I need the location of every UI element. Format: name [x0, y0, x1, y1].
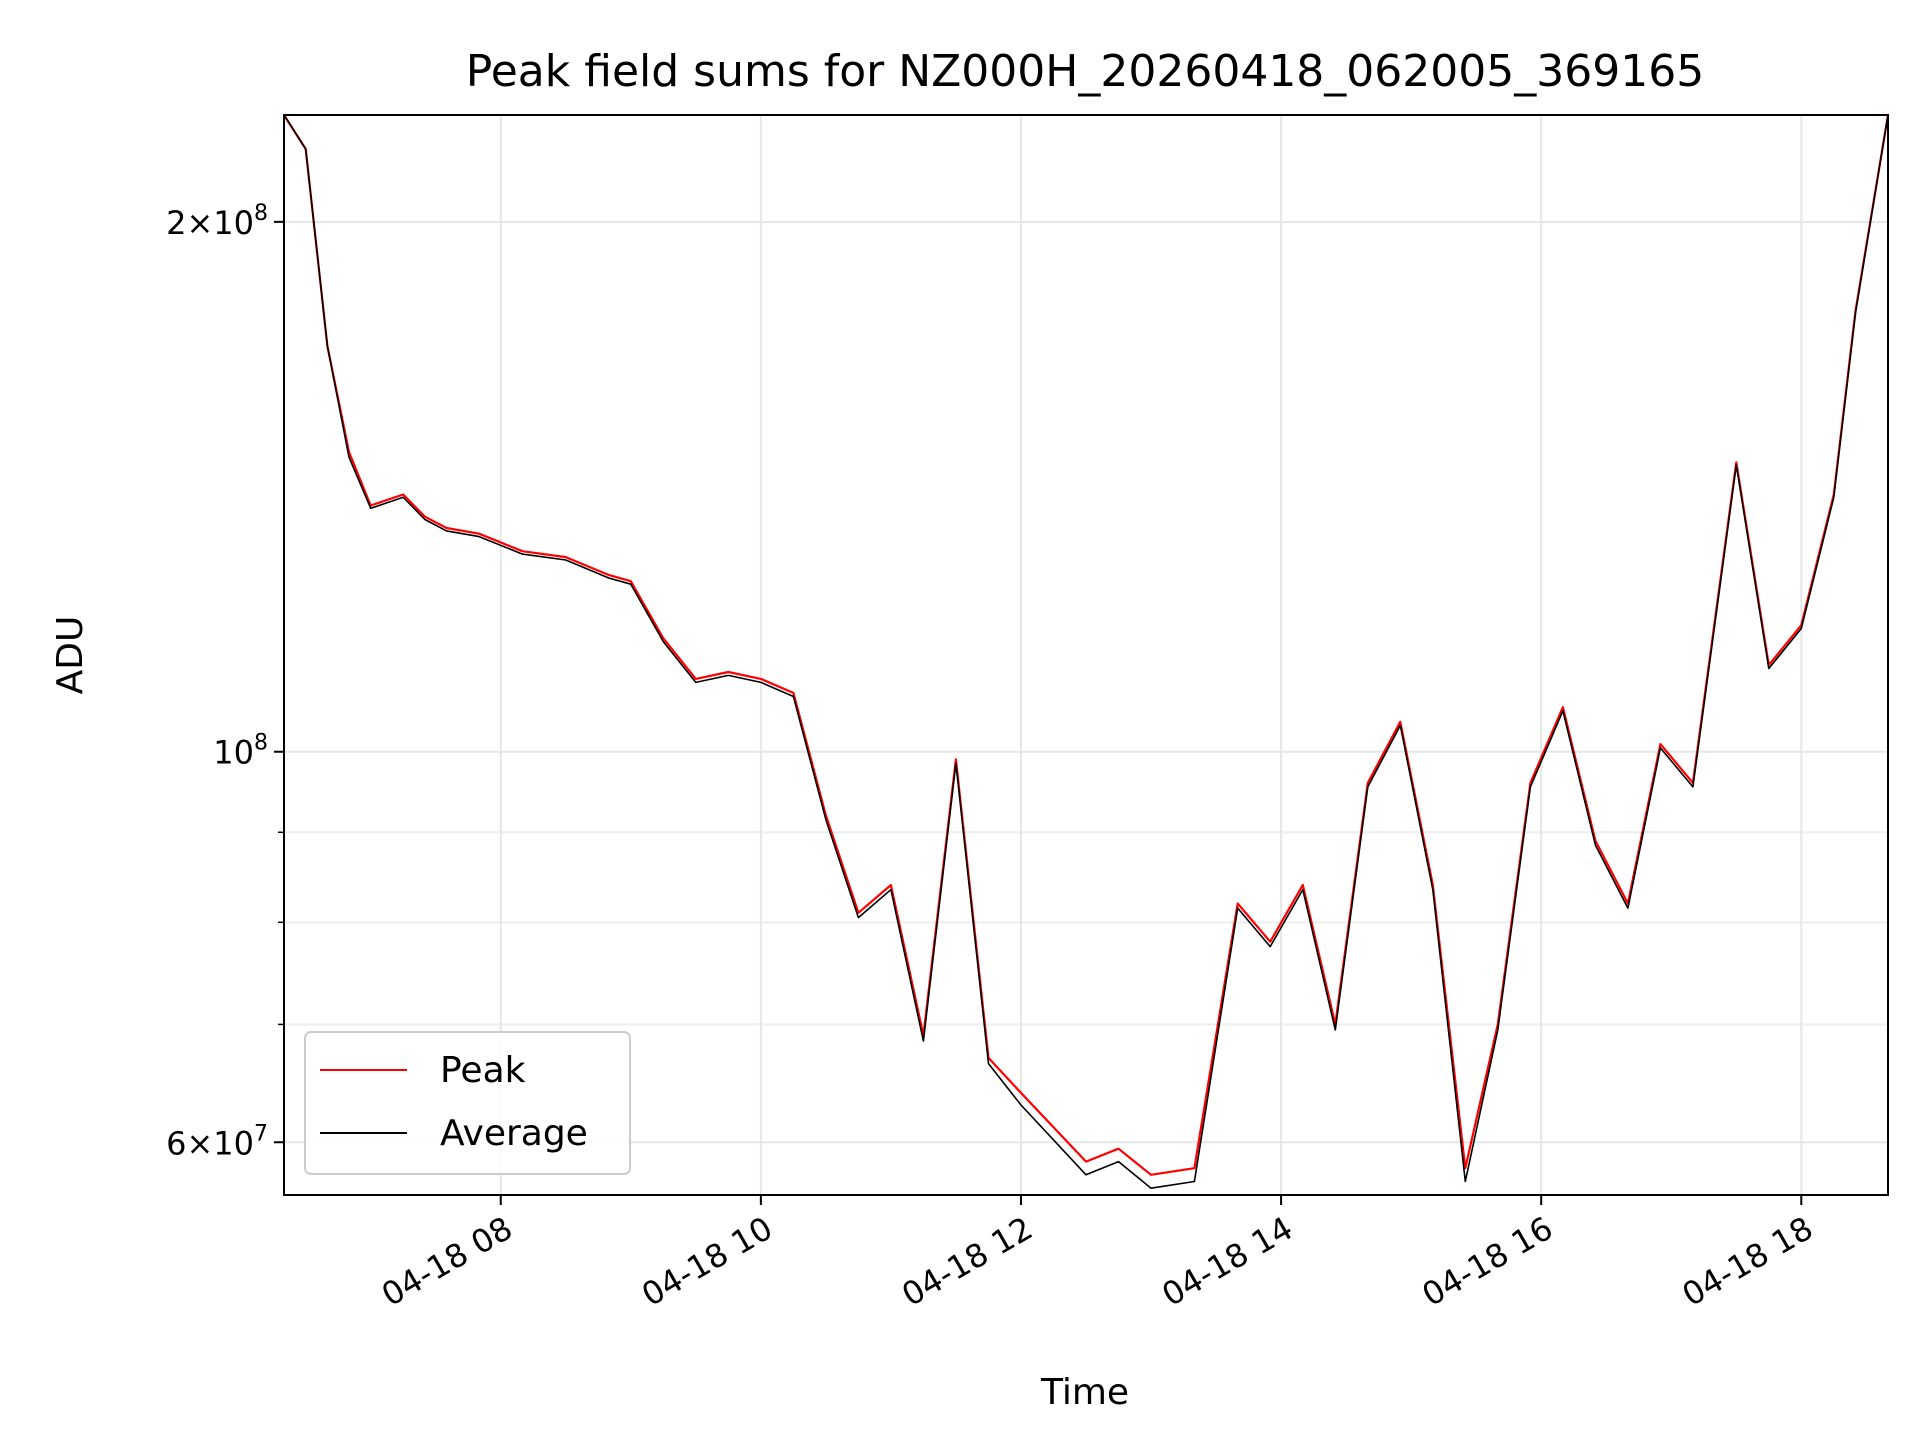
legend-box: [304, 1031, 631, 1175]
y-axis-label: ADU: [50, 616, 91, 695]
x-tick-label: 04-18 10: [635, 1209, 779, 1314]
y-tick-label: 2×108: [166, 201, 268, 242]
x-tick-label: 04-18 08: [375, 1209, 519, 1314]
y-tick-label: 108: [213, 731, 268, 772]
x-axis-label: Time: [1040, 1372, 1129, 1413]
x-grid: [499, 115, 1803, 1195]
legend-label-peak: Peak: [440, 1050, 526, 1091]
chart-title: Peak field sums for NZ000H_20260418_0620…: [466, 46, 1704, 97]
legend: Peak Average: [304, 1031, 631, 1175]
y-tick-label: 6×107: [166, 1121, 268, 1162]
series-layer: [283, 114, 1890, 1189]
x-axis-ticks: 04-18 08 04-18 10 04-18 12 04-18 14 04-18 16…: [375, 1195, 1819, 1314]
plot-area: [283, 114, 1890, 1196]
y-axis-ticks: 2×108 108 6×107: [166, 201, 284, 1162]
x-tick-label: 04-18 12: [895, 1209, 1039, 1314]
x-tick-label: 04-18 14: [1155, 1209, 1299, 1314]
series-line-average: [283, 114, 1889, 1189]
x-tick-label: 04-18 16: [1416, 1209, 1560, 1314]
series-line-peak: [283, 114, 1890, 1176]
legend-label-average: Average: [440, 1113, 588, 1154]
plot-frame: [283, 114, 1889, 1196]
x-tick-label: 04-18 18: [1676, 1209, 1820, 1314]
y-grid: [284, 220, 1888, 1144]
